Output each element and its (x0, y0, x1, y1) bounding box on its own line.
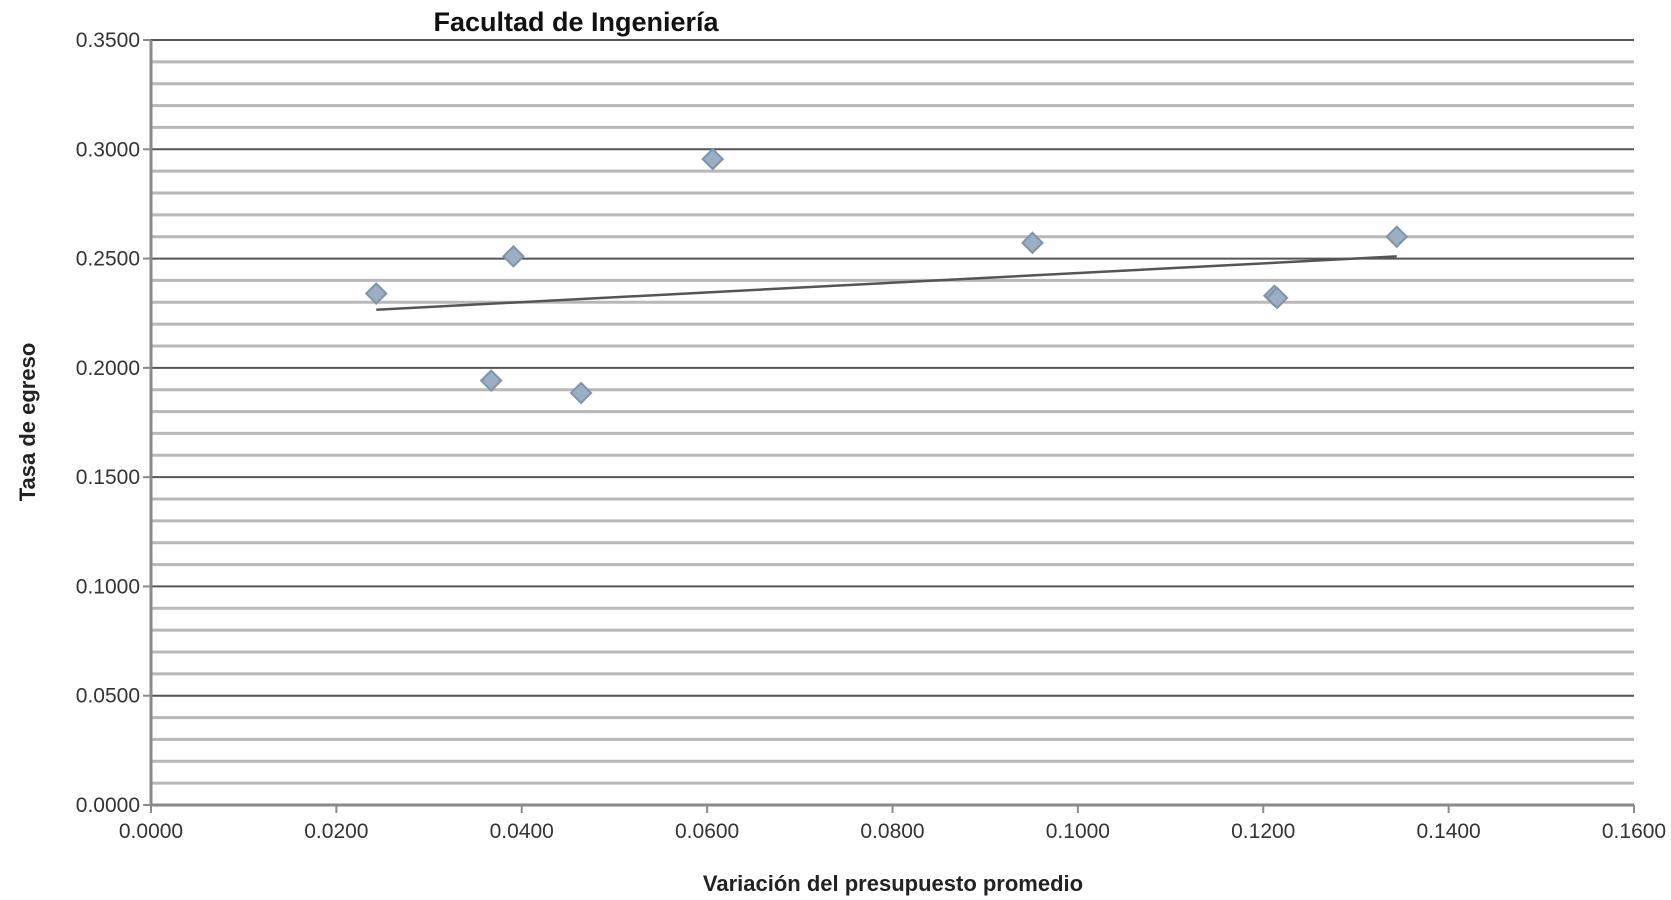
y-tick-label: 0.3000 (76, 138, 140, 161)
x-tick-label: 0.0800 (860, 820, 924, 843)
x-tick-label: 0.1400 (1417, 820, 1481, 843)
data-point (364, 282, 388, 305)
grid-lines (151, 39, 1634, 785)
x-tick-label: 0.0200 (304, 820, 368, 843)
chart-title: Facultad de Ingeniería (433, 7, 719, 37)
y-tick-label: 0.0000 (76, 794, 140, 817)
x-axis-title: Variación del presupuesto promedio (703, 871, 1083, 896)
y-axis-title: Tasa de egreso (15, 343, 40, 502)
data-point (479, 369, 503, 392)
trendline (376, 255, 1397, 311)
y-tick-label: 0.1000 (76, 575, 140, 598)
data-point (1021, 231, 1044, 255)
x-tick-label: 0.1200 (1231, 820, 1295, 843)
x-tick-label: 0.0000 (119, 820, 183, 843)
trendline-layer (376, 255, 1397, 311)
tick-labels: 0.0000 0.0500 0.1000 0.1500 0.2000 0.2500 0.30… (76, 29, 1666, 843)
x-tick-label: 0.1000 (1046, 820, 1110, 843)
data-point (1385, 225, 1409, 249)
axes (149, 40, 1634, 807)
data-points (364, 147, 1409, 405)
y-tick-label: 0.1500 (76, 466, 140, 489)
y-tick-label: 0.2000 (76, 357, 140, 380)
data-point (701, 147, 725, 171)
x-tick-label: 0.0600 (675, 820, 739, 843)
y-tick-label: 0.2500 (76, 248, 140, 271)
data-point (569, 381, 593, 405)
y-tick-label: 0.3500 (76, 29, 140, 52)
x-tick-label: 0.1600 (1602, 820, 1666, 843)
y-tick-label: 0.0500 (76, 685, 140, 708)
data-point (501, 244, 525, 268)
x-tick-label: 0.0400 (490, 820, 554, 843)
data-point (1265, 286, 1289, 310)
